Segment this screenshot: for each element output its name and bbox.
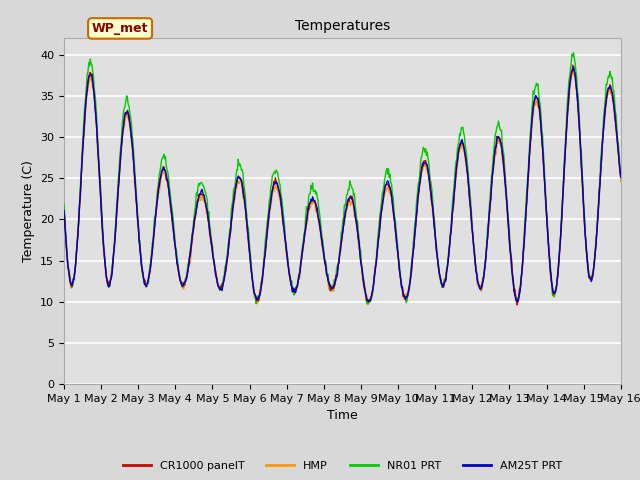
X-axis label: Time: Time (327, 409, 358, 422)
Legend: CR1000 panelT, HMP, NR01 PRT, AM25T PRT: CR1000 panelT, HMP, NR01 PRT, AM25T PRT (118, 456, 566, 475)
Y-axis label: Temperature (C): Temperature (C) (22, 160, 35, 262)
Title: Temperatures: Temperatures (295, 19, 390, 33)
Text: WP_met: WP_met (92, 22, 148, 35)
